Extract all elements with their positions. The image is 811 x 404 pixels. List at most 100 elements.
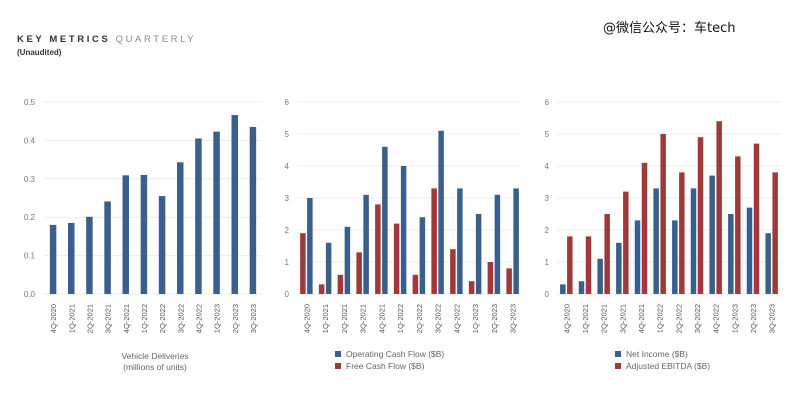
chart3-xtick: 3Q-2021 <box>618 304 627 333</box>
chart3-xtick: 2Q-2022 <box>674 304 683 333</box>
chart3-bar <box>765 233 771 294</box>
chart1-xtick: 4Q-2020 <box>49 304 58 333</box>
chart3-bar <box>585 236 592 294</box>
chart2-ytick: 6 <box>285 98 290 107</box>
chart3-bar <box>597 258 603 294</box>
chart2-bar <box>382 146 388 294</box>
chart3-xtick: 4Q-2021 <box>637 304 646 333</box>
chart1-xlabel: Vehicle Deliveries <box>121 351 188 361</box>
chart2-xtick: 3Q-2023 <box>509 304 518 333</box>
chart2-ytick: 5 <box>285 130 290 139</box>
chart2-bar <box>487 262 494 294</box>
chart1-xtick: 3Q-2023 <box>249 304 258 333</box>
chart3-xtick: 1Q-2021 <box>581 304 590 333</box>
chart3-ytick: 6 <box>545 98 550 107</box>
chart3-bar <box>567 236 573 294</box>
chart2-bar <box>300 233 306 294</box>
chart3-ytick: 0 <box>545 290 550 299</box>
chart1-ytick: 0.2 <box>24 213 36 222</box>
chart2-bar <box>337 274 344 294</box>
chart2-xtick: 3Q-2021 <box>359 304 368 333</box>
chart3-legend-swatch <box>615 363 621 369</box>
chart3-xtick: 3Q-2023 <box>768 304 777 333</box>
chart2-xtick: 2Q-2023 <box>490 304 499 333</box>
chart3-bar <box>641 162 648 294</box>
chart3-xtick: 2Q-2021 <box>600 304 609 333</box>
chart1-xtick: 1Q-2021 <box>67 304 76 333</box>
chart3-bar <box>709 175 715 294</box>
chart3-ytick: 3 <box>545 194 550 203</box>
chart2-xtick: 2Q-2021 <box>340 304 349 333</box>
chart2-xtick: 1Q-2022 <box>396 304 405 333</box>
chart2-bar <box>457 188 463 294</box>
chart3-ytick: 1 <box>545 258 550 267</box>
chart2-bar <box>450 249 456 294</box>
chart2-bar <box>431 188 437 294</box>
chart1-bar <box>177 162 184 294</box>
chart1-bar <box>122 175 129 294</box>
chart2-ytick: 2 <box>285 226 290 235</box>
chart2-legend-label: Free Cash Flow ($B) <box>346 361 425 371</box>
chart1-bar <box>231 115 238 294</box>
chart1-xtick: 2Q-2023 <box>231 304 240 333</box>
chart2-ytick: 1 <box>285 258 290 267</box>
chart2-bar <box>356 252 362 294</box>
chart2-bar <box>412 274 419 294</box>
chart2-ytick: 0 <box>285 290 290 299</box>
chart2-xtick: 1Q-2021 <box>321 304 330 333</box>
chart1-xtick: 4Q-2021 <box>122 304 131 333</box>
chart2-xtick: 3Q-2022 <box>434 304 443 333</box>
chart1-bar <box>104 201 111 294</box>
chart1-ytick: 0.1 <box>24 252 36 261</box>
chart1-xtick: 2Q-2022 <box>158 304 167 333</box>
chart3-bar <box>560 284 566 294</box>
chart2-bar <box>363 194 369 294</box>
chart2-bar <box>506 268 512 294</box>
chart3-xtick: 4Q-2020 <box>562 304 571 333</box>
chart2-bar <box>475 214 482 294</box>
chart2-xtick: 4Q-2021 <box>377 304 386 333</box>
chart2-bar <box>325 242 332 294</box>
chart1-ytick: 0.5 <box>24 98 36 107</box>
chart2-bar <box>307 198 313 294</box>
chart2-bar <box>513 188 519 294</box>
chart1-xtick: 1Q-2022 <box>140 304 149 333</box>
chart2-bar <box>419 217 426 294</box>
report-title: KEY METRICS QUARTERLY <box>17 34 196 45</box>
chart3-bar <box>623 191 629 294</box>
chart3-xtick: 4Q-2022 <box>712 304 721 333</box>
chart1-bar <box>249 126 257 295</box>
watermark: @微信公众号：车tech <box>603 21 736 36</box>
chart3-bar <box>728 214 734 294</box>
report-header: KEY METRICS QUARTERLY (Unaudited) <box>17 34 196 57</box>
chart2-bar <box>438 130 444 294</box>
chart2-legend-label: Operating Cash Flow ($B) <box>346 349 444 359</box>
chart2-xtick: 1Q-2023 <box>471 304 480 333</box>
chart2-xtick: 2Q-2022 <box>415 304 424 333</box>
chart1-xtick: 3Q-2021 <box>104 304 113 333</box>
chart3-bar <box>679 172 685 294</box>
chart1-bar <box>68 222 75 294</box>
chart1-ytick: 0.4 <box>24 136 36 145</box>
chart2-bar <box>344 226 351 294</box>
chart3-bar <box>735 156 741 294</box>
chart1-ytick: 0.3 <box>24 175 36 184</box>
chart1-xtick: 3Q-2022 <box>176 304 185 333</box>
chart3-bar <box>672 220 678 294</box>
chart2-legend-swatch <box>335 351 341 357</box>
chart3-bar <box>653 188 659 294</box>
chart2-bar <box>468 281 475 294</box>
title-bold: KEY METRICS <box>17 34 111 45</box>
chart3-bar <box>697 137 704 294</box>
chart1-bar <box>86 216 93 294</box>
chart2-xtick: 4Q-2022 <box>452 304 461 333</box>
chart1-bar <box>140 174 148 294</box>
chart3-ytick: 2 <box>545 226 550 235</box>
chart1-bar <box>195 138 202 294</box>
chart3-bar <box>716 121 722 294</box>
chart3-ytick: 5 <box>545 130 550 139</box>
chart2-ytick: 4 <box>285 162 290 171</box>
chart3-bar <box>746 207 753 294</box>
chart3-bar <box>604 214 610 294</box>
